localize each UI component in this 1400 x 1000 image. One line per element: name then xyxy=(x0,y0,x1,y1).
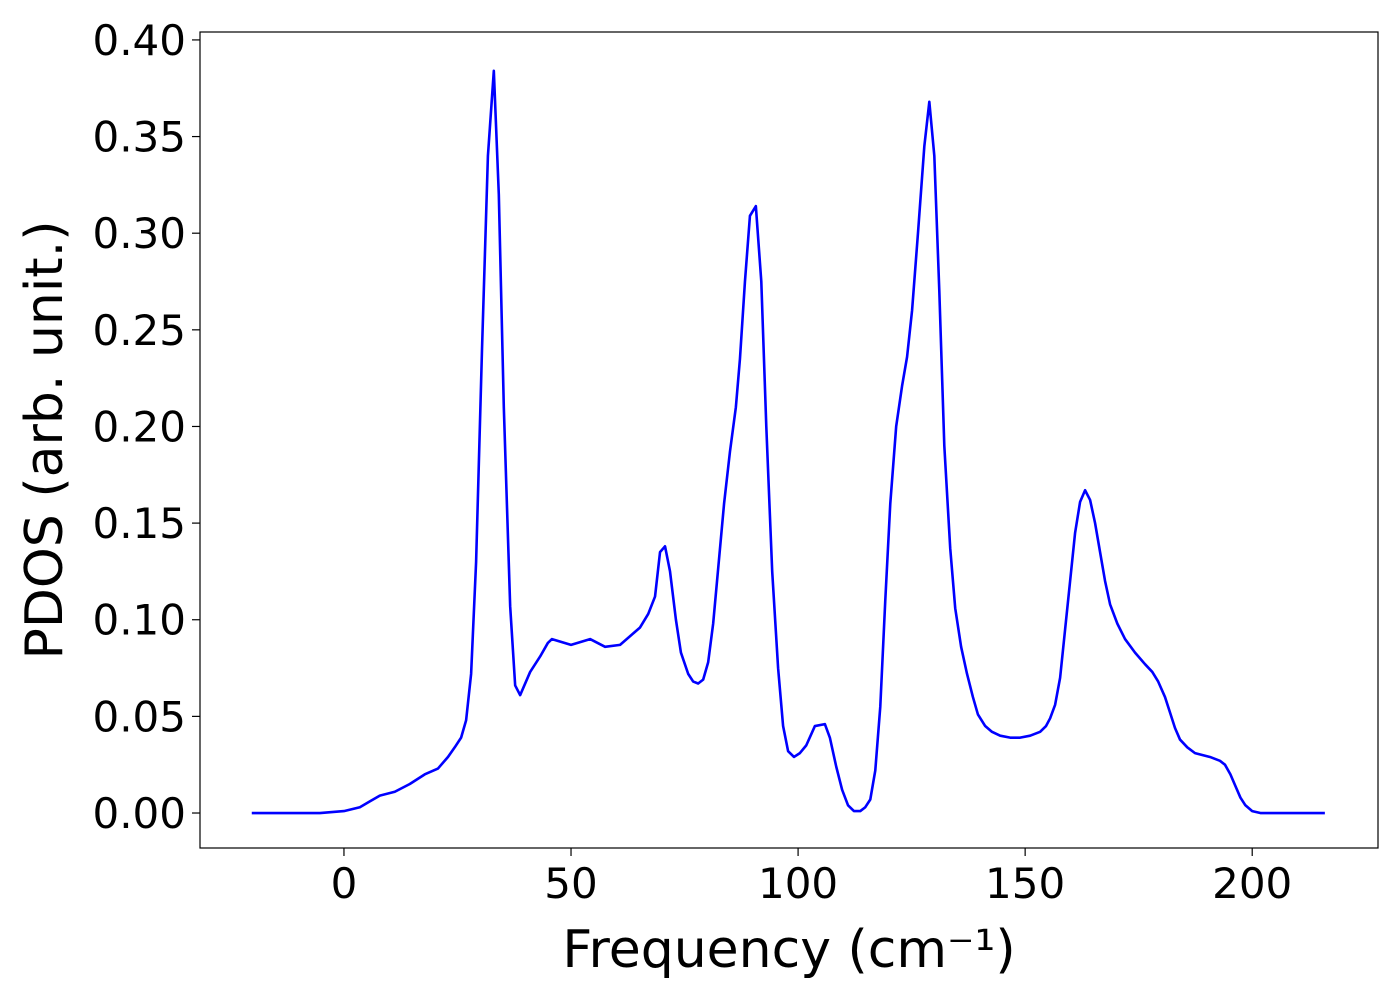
data-line xyxy=(251,69,1325,815)
x-tick-label: 200 xyxy=(1212,859,1292,908)
x-tick-label: 100 xyxy=(758,859,838,908)
plot-frame xyxy=(199,31,1379,849)
y-axis-label: PDOS (arb. unit.) xyxy=(15,220,75,659)
y-tick-label: 0.35 xyxy=(92,113,186,162)
y-tick-label: 0.20 xyxy=(92,402,186,451)
x-axis-label: Frequency (cm⁻¹) xyxy=(562,920,1015,980)
y-tick-label: 0.00 xyxy=(92,789,186,838)
y-tick-label: 0.10 xyxy=(92,596,186,645)
y-tick-label: 0.30 xyxy=(92,209,186,258)
y-tick-label: 0.15 xyxy=(92,499,186,548)
y-tick-label: 0.05 xyxy=(92,692,186,741)
x-tick-label: 0 xyxy=(331,859,358,908)
x-tick-label: 50 xyxy=(544,859,597,908)
y-tick-label: 0.40 xyxy=(92,16,186,65)
x-tick-label: 150 xyxy=(985,859,1065,908)
y-tick-label: 0.25 xyxy=(92,306,186,355)
